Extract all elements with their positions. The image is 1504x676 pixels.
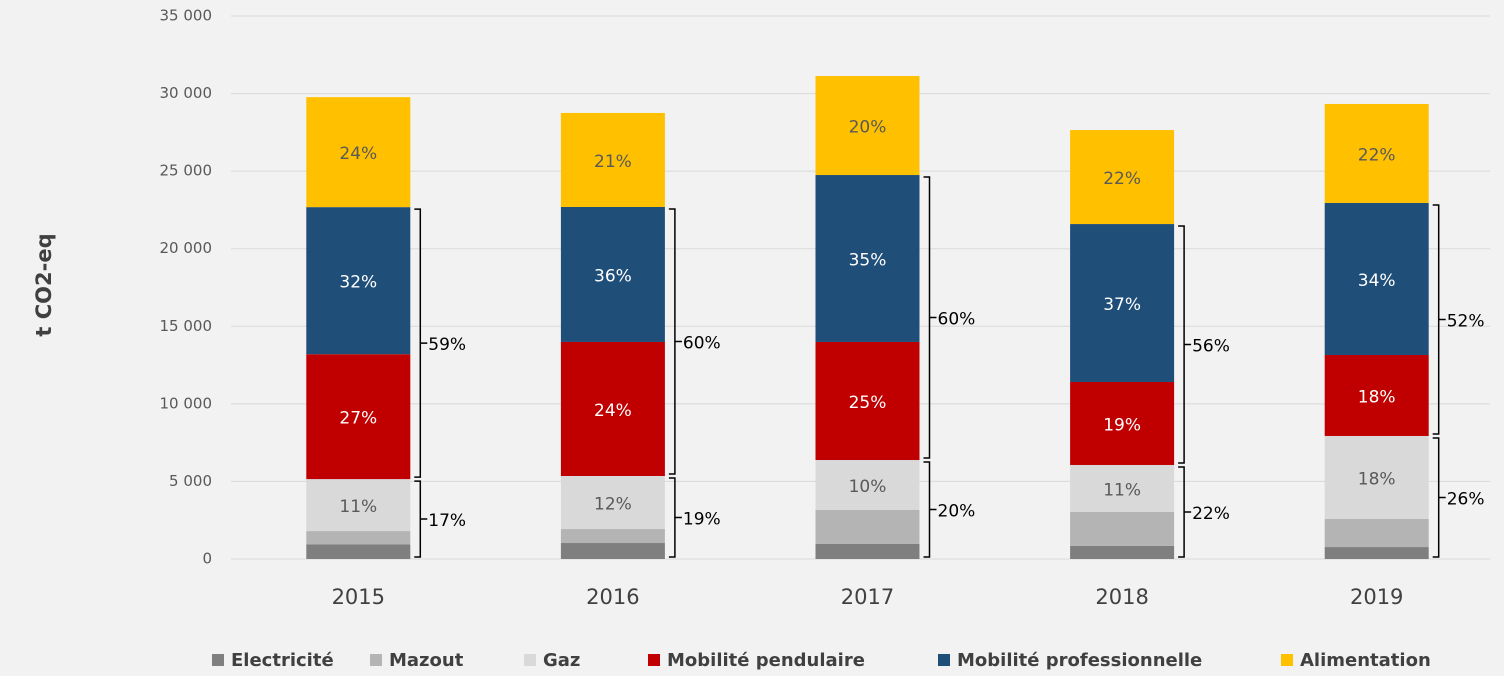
bar-segment: [560, 529, 665, 544]
bar-segment: [560, 341, 665, 476]
y-tick-label: 35 000: [160, 7, 213, 25]
segment-label: 10%: [849, 477, 887, 497]
legend-label: Alimentation: [1300, 650, 1431, 671]
bar-segment: [560, 475, 665, 530]
y-tick-label: 30 000: [160, 84, 213, 102]
bracket: [1178, 225, 1192, 464]
segment-label: 27%: [339, 409, 377, 429]
bar-segment: [815, 460, 920, 510]
legend-label: Mobilité pendulaire: [667, 650, 865, 671]
bar-segment: [306, 97, 411, 208]
bar-segment: [306, 544, 411, 559]
bar-segment: [1070, 224, 1175, 382]
bar-segment: [1324, 354, 1429, 436]
bar-segment: [1070, 464, 1175, 512]
y-tick-label: 0: [202, 550, 212, 568]
bracket: [1178, 466, 1192, 558]
segment-label: 18%: [1358, 469, 1396, 489]
bracket-label: 60%: [683, 333, 721, 353]
legend-swatch: [648, 654, 660, 666]
bar-segment: [306, 354, 411, 480]
bracket-label: 56%: [1192, 337, 1230, 357]
bar-segment: [1324, 518, 1429, 548]
segment-label: 32%: [339, 273, 377, 293]
y-tick-label: 15 000: [160, 317, 213, 335]
segment-label: 20%: [849, 118, 887, 138]
legend-swatch: [1281, 654, 1293, 666]
bar-segment: [1324, 202, 1429, 355]
bar-segment: [815, 509, 920, 544]
segment-label: 12%: [594, 495, 632, 515]
bracket-label: 19%: [683, 509, 721, 529]
bar-segment: [560, 543, 665, 559]
bar-segment: [306, 531, 411, 545]
legend-swatch: [938, 654, 950, 666]
legend-label: Gaz: [543, 650, 580, 671]
bar-segment: [560, 112, 665, 207]
legend-swatch: [370, 654, 382, 666]
bar-segment: [1324, 547, 1429, 559]
segment-label: 24%: [594, 401, 632, 421]
bar-segment: [1070, 381, 1175, 465]
bar-segment: [1070, 545, 1175, 559]
segment-label: 25%: [849, 393, 887, 413]
segment-label: 24%: [339, 144, 377, 164]
bracket: [1432, 204, 1446, 435]
bar-segment: [306, 207, 411, 355]
bar-segment: [815, 175, 920, 342]
bracket-label: 20%: [938, 502, 976, 522]
segment-label: 19%: [1103, 415, 1141, 435]
bracket-label: 26%: [1447, 489, 1485, 509]
y-tick-label: 25 000: [160, 162, 213, 180]
bar-segment: [815, 543, 920, 559]
x-tick-label: 2019: [1350, 585, 1403, 609]
segment-label: 21%: [594, 152, 632, 172]
segment-label: 35%: [849, 250, 887, 270]
segment-label: 22%: [1358, 145, 1396, 165]
segment-label: 36%: [594, 266, 632, 286]
segment-label: 18%: [1358, 387, 1396, 407]
bracket-label: 59%: [428, 335, 466, 355]
segment-label: 11%: [1103, 480, 1141, 500]
bracket-label: 52%: [1447, 311, 1485, 331]
y-tick-label: 10 000: [160, 394, 213, 412]
segment-label: 37%: [1103, 295, 1141, 315]
y-axis-label: t CO2-eq: [32, 233, 56, 336]
segment-label: 34%: [1358, 271, 1396, 291]
x-tick-label: 2016: [586, 585, 639, 609]
bar-segment: [306, 479, 411, 532]
bracket: [668, 208, 682, 475]
bar-segment: [815, 76, 920, 176]
y-tick-label: 20 000: [160, 239, 213, 257]
bar-segment: [560, 206, 665, 342]
bracket-label: 60%: [938, 310, 976, 330]
bracket: [414, 480, 428, 558]
bar-segment: [1070, 130, 1175, 225]
bar-segment: [1070, 511, 1175, 546]
x-tick-label: 2018: [1095, 585, 1148, 609]
legend-swatch: [524, 654, 536, 666]
y-tick-label: 5 000: [169, 472, 212, 490]
legend-label: Mobilité professionnelle: [957, 650, 1202, 671]
bracket-label: 22%: [1192, 504, 1230, 524]
bar-segment: [1324, 103, 1429, 203]
bracket: [668, 477, 682, 558]
legend-swatch: [212, 654, 224, 666]
segment-label: 22%: [1103, 169, 1141, 189]
bracket: [414, 208, 428, 478]
legend-label: Electricité: [231, 650, 334, 671]
x-tick-label: 2015: [332, 585, 385, 609]
segment-label: 11%: [339, 497, 377, 517]
bar-segment: [815, 341, 920, 461]
legend-label: Mazout: [389, 650, 464, 671]
x-tick-label: 2017: [841, 585, 894, 609]
bracket: [1432, 437, 1446, 558]
bracket: [923, 461, 937, 558]
bracket-label: 17%: [428, 511, 466, 531]
bracket: [923, 176, 937, 459]
bar-segment: [1324, 435, 1429, 519]
